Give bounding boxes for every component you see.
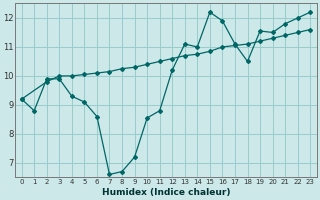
X-axis label: Humidex (Indice chaleur): Humidex (Indice chaleur) [102,188,230,197]
